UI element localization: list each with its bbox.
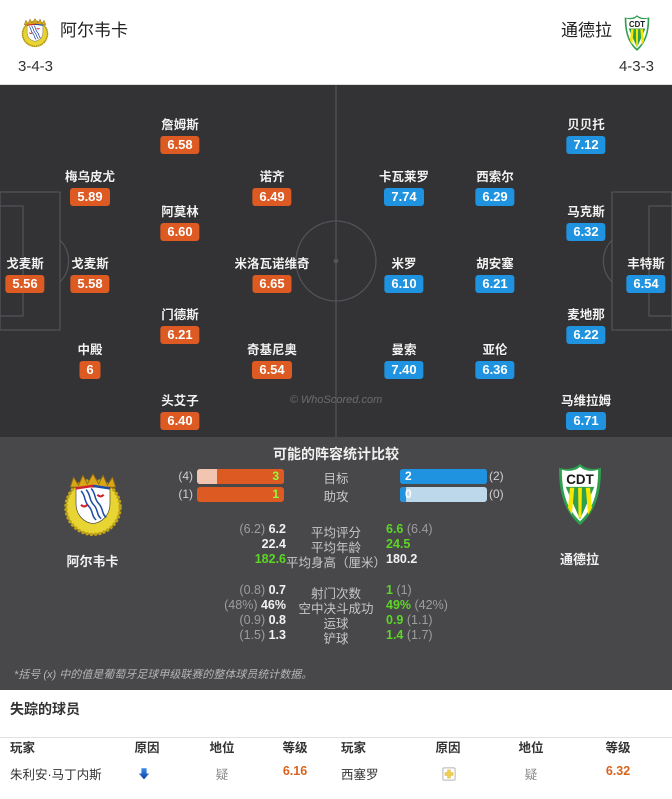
svg-text:CDT: CDT — [629, 20, 645, 29]
svg-text:CDT: CDT — [566, 472, 594, 487]
